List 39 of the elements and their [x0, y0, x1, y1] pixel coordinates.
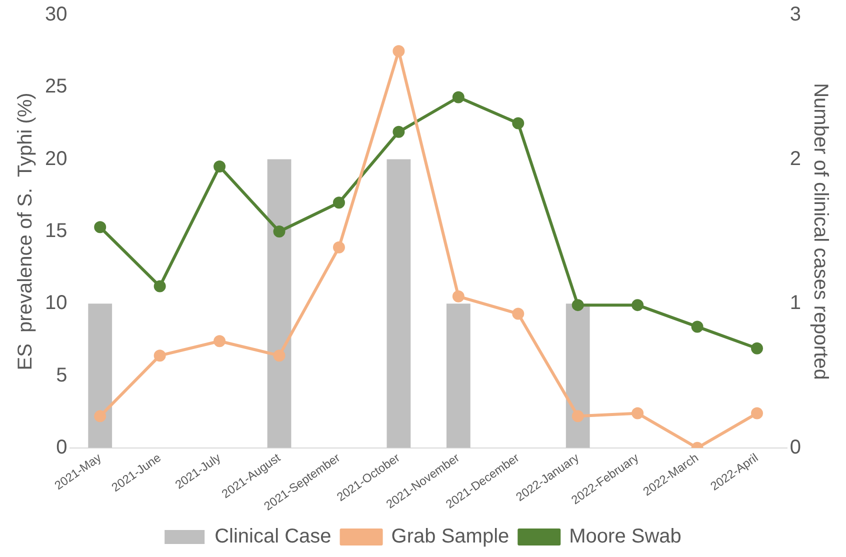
point: [154, 280, 166, 292]
point: [94, 410, 106, 422]
y-tick-label: 0: [56, 436, 68, 458]
point: [512, 308, 524, 320]
point: [512, 117, 524, 130]
y-tick-label: 15: [44, 220, 68, 242]
y2-tick-label: 2: [790, 148, 801, 170]
y2-tick-label: 1: [790, 292, 801, 314]
point: [332, 241, 345, 254]
y-axis-title: ES prevalence of S. Typhi (%): [14, 92, 37, 370]
point: [632, 407, 644, 420]
y2-tick-label: 0: [790, 436, 801, 458]
point: [94, 221, 106, 234]
point: [273, 225, 286, 238]
point: [572, 410, 584, 422]
legend-label: Clinical Case: [214, 526, 332, 548]
y-tick-label: 30: [44, 4, 68, 26]
point: [214, 160, 226, 173]
point: [751, 407, 764, 420]
point: [691, 320, 704, 333]
point: [332, 196, 345, 209]
y-tick-label: 25: [44, 76, 68, 98]
legend-label: Moore Swab: [569, 526, 682, 548]
y-tick-label: 5: [56, 364, 68, 386]
point: [273, 350, 286, 362]
y2-tick-label: 3: [790, 4, 801, 26]
point: [452, 290, 464, 302]
point: [154, 350, 166, 362]
point: [214, 335, 226, 348]
point: [751, 342, 764, 354]
legend-label: Grab Sample: [391, 526, 510, 548]
point: [632, 299, 644, 312]
point: [452, 91, 464, 104]
y-tick-label: 10: [44, 292, 68, 314]
point: [392, 45, 405, 58]
y-tick-label: 20: [44, 148, 68, 170]
point: [392, 126, 405, 138]
y2-axis-title: Number of clinical cases reported: [809, 83, 832, 380]
point: [572, 299, 584, 312]
